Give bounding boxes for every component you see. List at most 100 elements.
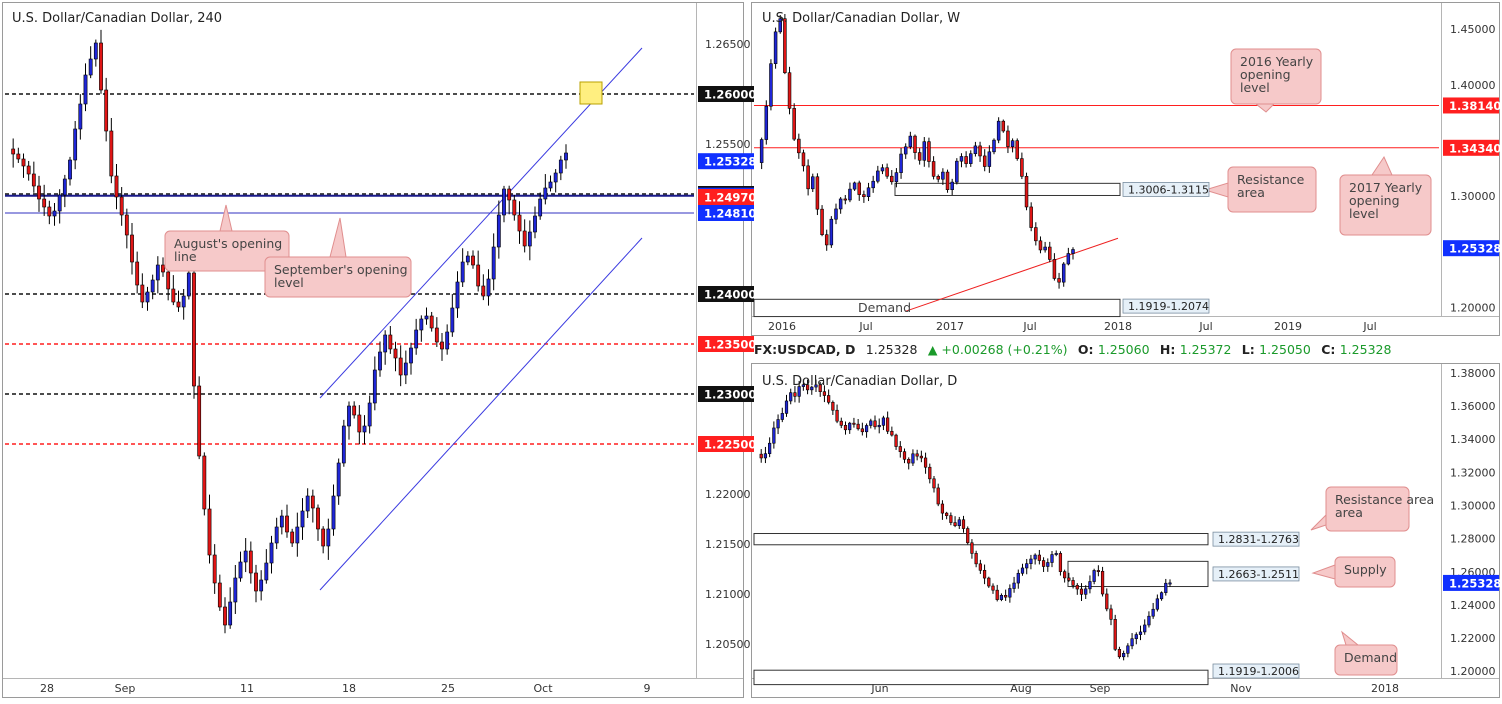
weekly-candle — [1057, 272, 1061, 289]
weekly-time-tick: Jul — [1198, 320, 1212, 333]
h4-candle — [455, 271, 460, 318]
h4-candle — [88, 46, 93, 79]
h4-candle — [336, 458, 341, 505]
daily-candle — [949, 512, 953, 526]
h4-candle — [57, 189, 62, 224]
weekly-candle — [908, 131, 913, 150]
weekly-candle — [903, 143, 908, 159]
weekly-time-tick: Jul — [1362, 320, 1376, 333]
h4-candle — [11, 138, 16, 168]
svg-text:area: area — [1335, 505, 1363, 520]
h4-panel-frame — [2, 2, 744, 698]
h4-candle — [440, 332, 444, 361]
daily-candle — [1151, 602, 1155, 619]
h4-candle — [486, 269, 491, 306]
h4-candle — [197, 376, 202, 460]
h4-candle — [228, 587, 233, 629]
daily-supply-zone-label: 1.2663-1.2511 — [1212, 566, 1300, 582]
weekly-time-tick: 2017 — [936, 320, 964, 333]
h4-candle — [254, 564, 258, 603]
svg-text:Resistance area: Resistance area — [1335, 492, 1434, 507]
weekly-demand-zone — [753, 298, 1121, 318]
info-low-value: 1.25050 — [1259, 342, 1311, 357]
h4-candle — [357, 405, 362, 445]
daily-candle — [1130, 633, 1134, 650]
daily-chart-title: U.S. Dollar/Canadian Dollar, D — [762, 374, 957, 389]
svg-text:1.1919-1.2006: 1.1919-1.2006 — [1218, 665, 1299, 678]
daily-candle — [1037, 549, 1041, 565]
svg-text:1.2831-1.2763: 1.2831-1.2763 — [1218, 533, 1299, 546]
h4-candle — [429, 311, 434, 332]
daily-candle — [919, 450, 923, 463]
weekly-candle — [787, 66, 792, 115]
h4-candle — [83, 63, 88, 112]
info-last-price: 1.25328 — [866, 342, 918, 357]
daily-candle — [911, 449, 915, 466]
weekly-candle — [959, 153, 964, 168]
weekly-time-tick: 2018 — [1104, 320, 1132, 333]
daily-candle — [1134, 632, 1138, 645]
daily-candle — [864, 423, 869, 438]
daily-candle — [839, 417, 843, 429]
daily-candle — [1033, 553, 1037, 565]
h4-candle — [233, 564, 238, 614]
h4-price-tick: 1.20500 — [705, 638, 751, 651]
h4-confluence-box — [579, 81, 603, 105]
daily-candle — [822, 385, 827, 403]
weekly-candle — [848, 182, 852, 203]
svg-text:2017 Yearly: 2017 Yearly — [1349, 180, 1423, 195]
daily-candle — [945, 511, 949, 520]
h4-candle — [305, 488, 310, 519]
daily-info-bar: FX:USDCAD, D 1.25328 ▲ +0.00268 (+0.21%)… — [754, 342, 1391, 357]
daily-candle — [923, 452, 928, 474]
h4-candle — [512, 194, 517, 221]
daily-candle — [1046, 558, 1050, 572]
svg-text:1.2663-1.2511: 1.2663-1.2511 — [1218, 568, 1299, 581]
daily-callout-demand: Demand — [1334, 630, 1398, 676]
daily-candle — [953, 516, 957, 528]
h4-candle — [26, 160, 31, 181]
daily-resistance-zone-label: 1.2831-1.2763 — [1212, 531, 1300, 547]
daily-candle — [810, 385, 814, 395]
daily-candle — [1079, 583, 1084, 602]
svg-text:FX:USDCAD, D 1.25328: FX:USDCAD, D 1.25328 ▲ +0.00268 (+0.21%)… — [754, 342, 1391, 357]
weekly-candle — [890, 170, 894, 185]
daily-candle — [1117, 646, 1122, 659]
weekly-candle — [876, 165, 880, 184]
daily-candle — [818, 382, 822, 397]
h4-time-tick: Sep — [115, 682, 136, 695]
weekly-price-label: 1.38140 — [1443, 97, 1501, 114]
h4-candle — [99, 29, 103, 94]
svg-text:1.24810: 1.24810 — [704, 207, 756, 221]
h4-candle — [548, 175, 553, 192]
weekly-candle — [829, 216, 834, 248]
svg-text:1.38140: 1.38140 — [1449, 99, 1501, 113]
h4-candle — [223, 597, 227, 634]
daily-candle — [793, 386, 797, 403]
daily-candle — [763, 446, 768, 464]
daily-candle — [831, 400, 835, 415]
daily-candle — [814, 379, 818, 393]
daily-time-tick: Jun — [870, 682, 888, 695]
weekly-candle — [885, 163, 889, 179]
h4-time-tick: Oct — [533, 682, 553, 695]
weekly-candle — [1015, 138, 1019, 161]
daily-candle — [1105, 588, 1109, 612]
h4-candle — [450, 294, 455, 337]
weekly-chart-title: U.S. Dollar/Canadian Dollar, W — [762, 11, 960, 26]
h4-candle — [269, 535, 274, 574]
h4-candle — [388, 325, 393, 354]
svg-text:level: level — [1240, 80, 1270, 95]
weekly-candle — [982, 149, 987, 172]
daily-candle — [1067, 572, 1071, 582]
weekly-candle — [899, 147, 903, 179]
daily-callout-supply: Supply — [1311, 556, 1396, 588]
daily-price-tick: 1.24000 — [1450, 599, 1496, 612]
h4-candle — [274, 517, 279, 550]
weekly-candle — [931, 156, 936, 180]
h4-candle — [62, 174, 67, 208]
